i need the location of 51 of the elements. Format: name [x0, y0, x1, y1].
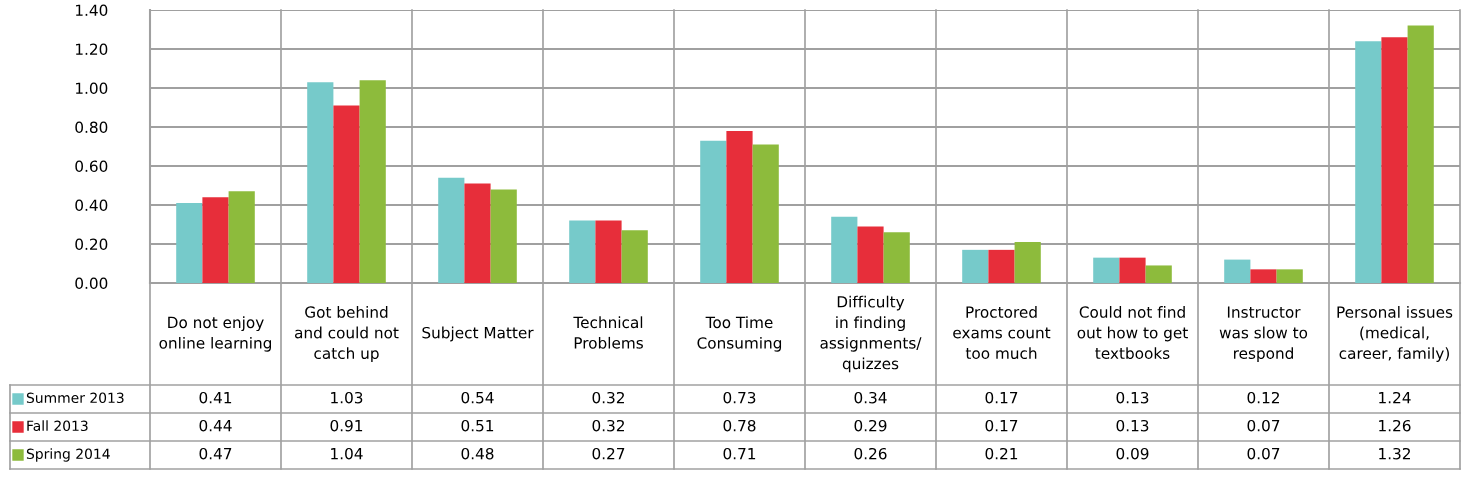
x-tick-label: Could not find out how to get textbooks — [1077, 306, 1188, 360]
x-tick-label: Do not enjoy online learning — [159, 316, 272, 352]
data-label: 0.91 — [330, 419, 363, 432]
legend-label: Fall 2013 — [27, 420, 88, 432]
data-label: 0.44 — [199, 419, 232, 432]
data-label: 0.21 — [985, 447, 1018, 460]
data-label: 0.32 — [592, 391, 624, 404]
data-label: 0.17 — [985, 391, 1018, 404]
x-tick-label: Personal issues (medical, career, family) — [1337, 306, 1453, 362]
data-label: 0.12 — [1247, 391, 1279, 404]
data-label: 1.32 — [1379, 447, 1410, 460]
data-label: 0.34 — [854, 391, 887, 404]
data-label: 0.47 — [199, 447, 232, 460]
y-tick-label: 0.60 — [75, 160, 108, 173]
data-label: 1.04 — [331, 447, 363, 460]
data-label: 0.51 — [461, 419, 494, 432]
data-label: 0.73 — [723, 391, 756, 404]
y-tick-label: 1.00 — [75, 82, 108, 95]
data-label: 0.26 — [854, 447, 887, 460]
x-tick-label: Technical Problems — [573, 316, 643, 349]
y-tick-label: 1.40 — [75, 4, 108, 17]
x-tick-label: Instructor was slow to respond — [1219, 306, 1308, 362]
y-tick-label: 0.80 — [75, 121, 108, 134]
data-label: 0.13 — [1116, 419, 1149, 432]
data-label: 0.54 — [461, 391, 494, 404]
x-tick-label: Too Time Consuming — [697, 316, 782, 352]
y-tick-label: 0.40 — [75, 199, 108, 212]
legend-label: Summer 2013 — [26, 392, 124, 404]
data-label: 0.32 — [592, 419, 624, 432]
x-tick-label: Subject Matter — [422, 326, 534, 342]
legend-label: Spring 2014 — [26, 448, 110, 462]
data-label: 1.03 — [331, 391, 363, 404]
y-tick-label: 1.20 — [75, 43, 108, 56]
y-tick-label: 0.20 — [75, 238, 108, 251]
data-label: 0.78 — [723, 419, 756, 432]
data-label: 0.17 — [985, 419, 1018, 432]
y-tick-label: 0.00 — [75, 277, 108, 290]
data-label: 0.13 — [1116, 391, 1149, 404]
x-tick-label: Proctored exams count too much — [953, 306, 1051, 360]
data-label: 0.09 — [1116, 447, 1149, 460]
data-label: 0.07 — [1247, 447, 1280, 460]
data-label: 0.07 — [1247, 419, 1280, 432]
data-label: 0.41 — [199, 391, 232, 404]
data-label: 0.48 — [461, 447, 494, 460]
data-label: 1.24 — [1379, 391, 1411, 404]
data-label: 0.71 — [723, 447, 756, 460]
x-tick-label: Difficulty in finding assignments/ quizzes — [820, 295, 922, 373]
data-label: 0.27 — [592, 447, 625, 460]
data-label: 1.26 — [1379, 419, 1411, 432]
data-label: 0.29 — [854, 419, 887, 432]
x-tick-label: Got behind and could not catch up — [294, 306, 399, 362]
